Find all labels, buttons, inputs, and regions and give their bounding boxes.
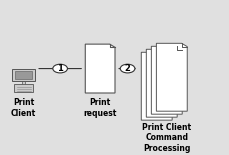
Text: Print
request: Print request [83, 98, 116, 118]
Text: Print
Client: Print Client [11, 98, 36, 118]
Polygon shape [146, 49, 176, 117]
Bar [12, 69, 35, 81]
Bar [14, 84, 33, 92]
Bar [15, 71, 32, 79]
Text: 2: 2 [124, 64, 130, 73]
Polygon shape [151, 46, 181, 114]
Text: 1: 1 [57, 64, 63, 73]
Circle shape [120, 64, 134, 73]
Polygon shape [85, 44, 114, 93]
Circle shape [53, 64, 67, 73]
Polygon shape [156, 43, 186, 111]
Text: Print Client
Command
Processing: Print Client Command Processing [142, 123, 191, 153]
Bar [22, 81, 25, 84]
Polygon shape [141, 52, 171, 120]
